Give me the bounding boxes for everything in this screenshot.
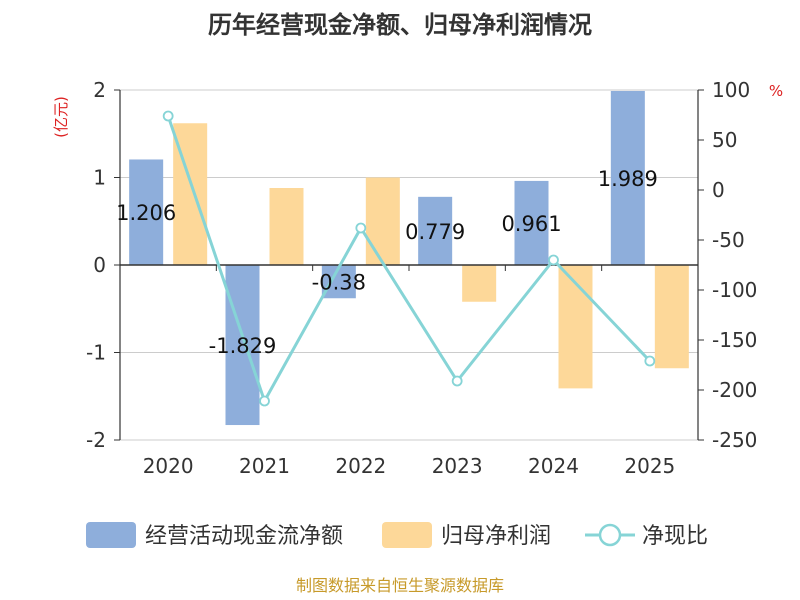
bar-operating-cash-flow [610,90,645,266]
right-axis-tick-label: -50 [712,228,745,252]
legend-swatch-net-profit [382,522,432,548]
x-axis-tick-label: 2024 [528,454,579,478]
line-point [644,355,656,367]
line-point [451,375,463,387]
left-axis-tick-label: 2 [93,78,106,102]
legend-label-net-profit: 归母净利润 [441,524,551,549]
legend-swatch-operating-cash-flow [86,522,136,548]
bar-net-profit [462,265,497,302]
right-axis-unit: % [769,82,783,100]
data-label: 1.206 [116,201,176,225]
line-layer [162,110,656,407]
source-note: 制图数据来自恒生聚源数据库 [296,576,504,595]
bar-operating-cash-flow [225,265,260,426]
right-axis-tick-label: -150 [712,328,757,352]
data-label: 1.989 [598,167,658,191]
data-label: 0.961 [501,212,561,236]
bar-operating-cash-flow [418,196,453,265]
bar-operating-cash-flow [129,159,164,265]
line-point [355,222,367,234]
line-net-cash-ratio [166,115,651,405]
left-axis-unit: (亿元) [52,96,70,138]
right-axis-tick-label: -200 [712,378,757,402]
left-axis-tick-label: -1 [86,341,106,365]
bars-layer [129,90,689,426]
bar-net-profit [558,265,593,389]
x-axis-tick-label: 2020 [143,454,194,478]
right-axis-tick-label: -100 [712,278,757,302]
data-labels-layer: 1.206 -1.829 -0.38 0.779 0.961 1.989 [116,167,658,358]
line-point [162,110,174,122]
x-axis-tick-label: 2022 [335,454,386,478]
bar-net-profit [269,188,304,265]
x-axis-tick-label: 2025 [624,454,675,478]
left-axis-tick-label: 1 [93,166,106,190]
right-axis-tick-label: 0 [712,178,725,202]
axes-layer: 2 1 0 -1 -2 100 50 0 -50 -100 -150 -200 -250 2020 2021… [86,78,757,478]
legend-label-operating-cash-flow: 经营活动现金流净额 [145,524,343,549]
left-axis-tick-label: -2 [86,428,106,452]
legend-label-net-cash-ratio: 净现比 [642,524,708,549]
data-label: 0.779 [405,220,465,244]
chart-title: 历年经营现金净额、归母净利润情况 [208,11,592,39]
x-axis-tick-label: 2023 [432,454,483,478]
left-axis-tick-label: 0 [93,253,106,277]
bar-net-profit [654,265,689,369]
x-axis-tick-label: 2021 [239,454,290,478]
data-label: -0.38 [312,271,366,295]
legend-marker-net-cash-ratio [598,523,622,547]
legend: 经营活动现金流净额 归母净利润 净现比 [86,522,708,549]
bar-net-profit [365,177,400,265]
data-label: -1.829 [209,334,277,358]
right-axis-tick-label: 100 [712,78,750,102]
right-axis-tick-label: -250 [712,428,757,452]
right-axis-tick-label: 50 [712,128,737,152]
bar-operating-cash-flow [514,180,549,265]
line-point [548,254,559,266]
line-point [259,395,270,407]
